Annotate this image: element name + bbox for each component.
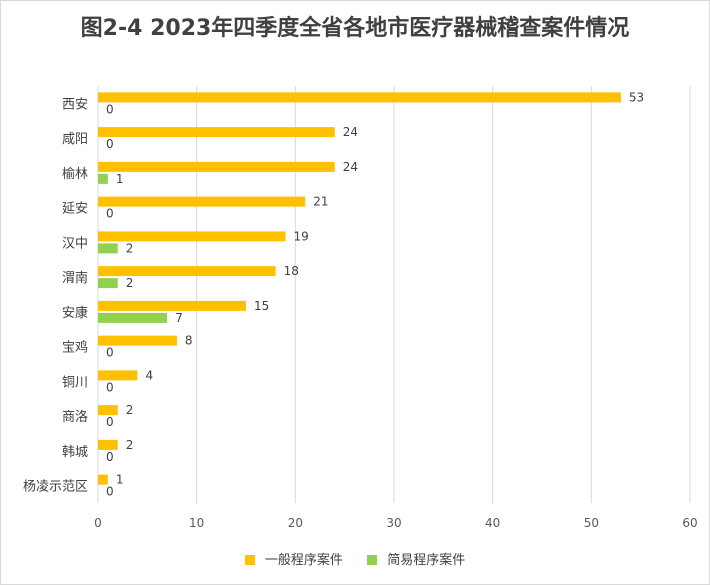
bar-general-6 bbox=[98, 300, 246, 311]
x-tick-label-10: 10 bbox=[189, 516, 204, 530]
x-tick-label-0: 0 bbox=[94, 516, 102, 530]
data-label-simple-9: 0 bbox=[106, 415, 114, 429]
data-label-simple-1: 0 bbox=[106, 137, 114, 151]
data-label-general-10: 2 bbox=[126, 438, 134, 452]
category-label-10: 韩城 bbox=[62, 445, 88, 460]
bar-general-0 bbox=[98, 92, 621, 103]
category-label-3: 延安 bbox=[62, 202, 88, 217]
legend-label-simple: 简易程序案件 bbox=[387, 553, 466, 568]
bar-general-11 bbox=[98, 474, 108, 485]
category-label-1: 咸阳 bbox=[62, 132, 88, 147]
data-label-general-0: 53 bbox=[629, 90, 644, 104]
category-label-9: 商洛 bbox=[62, 410, 88, 425]
data-label-simple-11: 0 bbox=[106, 485, 114, 499]
legend-item-simple: 简易程序案件 bbox=[367, 549, 465, 568]
legend-swatch-general bbox=[244, 555, 255, 565]
legend-item-general: 一般程序案件 bbox=[244, 549, 343, 568]
data-label-general-8: 4 bbox=[145, 368, 153, 382]
category-label-8: 铜川 bbox=[62, 375, 88, 390]
bar-simple-6 bbox=[98, 312, 168, 323]
data-label-general-7: 8 bbox=[185, 334, 193, 348]
bar-simple-5 bbox=[98, 278, 118, 289]
data-label-simple-4: 2 bbox=[126, 241, 134, 255]
data-label-general-6: 15 bbox=[254, 299, 269, 313]
legend-label-general: 一般程序案件 bbox=[264, 553, 343, 568]
category-label-4: 汉中 bbox=[62, 236, 88, 251]
x-tick-label-50: 50 bbox=[584, 516, 599, 530]
data-label-simple-7: 0 bbox=[106, 346, 114, 360]
data-label-general-1: 24 bbox=[343, 125, 358, 139]
data-label-simple-6: 7 bbox=[175, 311, 183, 325]
bar-general-5 bbox=[98, 266, 276, 277]
data-label-general-11: 1 bbox=[116, 473, 124, 487]
bar-simple-2 bbox=[98, 173, 108, 184]
data-label-simple-5: 2 bbox=[126, 276, 134, 290]
bar-general-9 bbox=[98, 405, 118, 416]
data-label-simple-0: 0 bbox=[106, 102, 114, 116]
data-label-simple-3: 0 bbox=[106, 207, 114, 221]
chart-title: 图2-4 2023年四季度全省各地市医疗器械稽查案件情况 bbox=[80, 16, 630, 41]
data-label-general-5: 18 bbox=[284, 264, 299, 278]
data-label-simple-2: 1 bbox=[116, 172, 124, 186]
category-label-6: 安康 bbox=[62, 305, 88, 321]
legend-swatch-simple bbox=[367, 555, 378, 565]
data-label-general-9: 2 bbox=[126, 403, 134, 417]
bar-general-4 bbox=[98, 231, 286, 242]
x-tick-label-60: 60 bbox=[682, 516, 697, 530]
legend: 一般程序案件 简易程序案件 bbox=[0, 549, 710, 568]
bar-general-2 bbox=[98, 161, 335, 172]
data-label-simple-8: 0 bbox=[106, 380, 114, 394]
bar-general-8 bbox=[98, 370, 138, 381]
category-label-11: 杨凌示范区 bbox=[23, 480, 88, 495]
category-label-7: 宝鸡 bbox=[62, 340, 88, 356]
x-tick-label-20: 20 bbox=[288, 516, 303, 530]
data-label-general-4: 19 bbox=[293, 229, 308, 243]
data-label-general-2: 24 bbox=[343, 160, 358, 174]
category-label-0: 西安 bbox=[62, 97, 88, 112]
bar-simple-4 bbox=[98, 243, 118, 254]
category-label-5: 渭南 bbox=[62, 270, 88, 286]
x-tick-label-30: 30 bbox=[386, 516, 401, 530]
bar-general-1 bbox=[98, 127, 335, 138]
bar-general-3 bbox=[98, 196, 306, 207]
data-label-general-3: 21 bbox=[313, 195, 328, 209]
bar-general-10 bbox=[98, 439, 118, 450]
category-label-2: 榆林 bbox=[62, 167, 88, 182]
x-tick-label-40: 40 bbox=[485, 516, 500, 530]
bar-general-7 bbox=[98, 335, 177, 346]
data-label-simple-10: 0 bbox=[106, 450, 114, 464]
